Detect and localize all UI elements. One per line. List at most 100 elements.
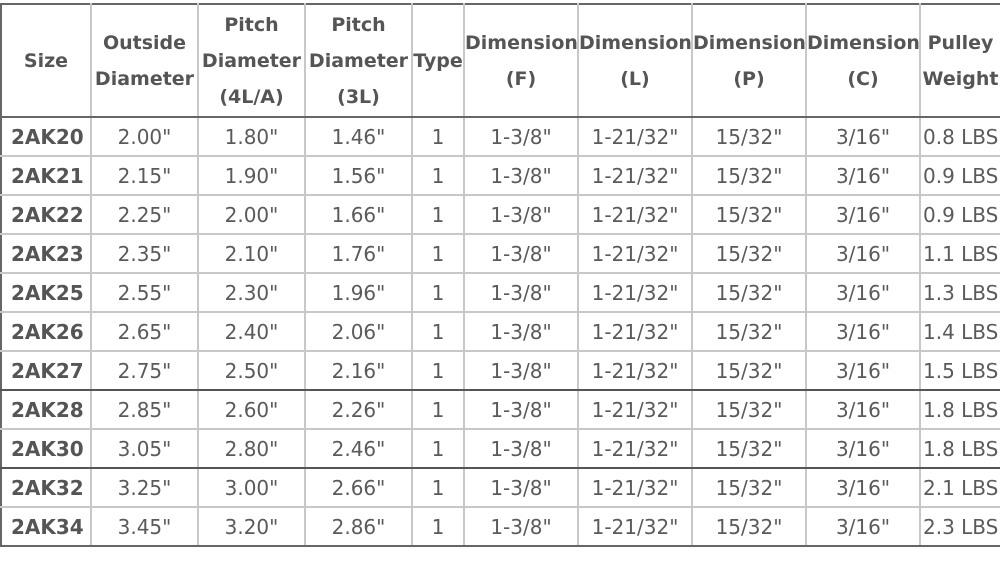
outside-diameter-cell: 2.55" [90, 272, 199, 313]
size-cell: 2AK32 [0, 467, 92, 508]
pulley-weight-cell: 2.1 LBS [919, 467, 1000, 508]
pitch-diameter-4l-a-cell: 2.30" [197, 272, 306, 313]
pitch-diameter-3l-cell: 1.46" [304, 116, 413, 157]
column-header-line: Dimension [465, 31, 578, 54]
outside-diameter-cell: 2.35" [90, 233, 199, 274]
type-cell: 1 [411, 272, 465, 313]
pitch-diameter-4l-a-cell: 3.00" [197, 467, 306, 508]
dimension-p-cell: 15/32" [691, 194, 807, 235]
dimension-f-cell: 1-3/8" [463, 428, 579, 469]
pitch-diameter-3l-cell: 2.46" [304, 428, 413, 469]
table-row: 2AK22 2.25" 2.00" 1.66" 1 1-3/8" 1-21/32" 15/32… [0, 194, 1000, 235]
table-row: 2AK21 2.15" 1.90" 1.56" 1 1-3/8" 1-21/32" 15/32… [0, 155, 1000, 196]
dimension-p-cell: 15/32" [691, 272, 807, 313]
pulley-weight-cell: 1.8 LBS [919, 428, 1000, 469]
outside-diameter-cell: 2.75" [90, 350, 199, 391]
dimension-f-cell: 1-3/8" [463, 467, 579, 508]
table-row: 2AK28 2.85" 2.60" 2.26" 1 1-3/8" 1-21/32" 15/32… [0, 389, 1000, 430]
column-header-line: Diameter [201, 49, 302, 72]
dimension-f-cell: 1-3/8" [463, 350, 579, 391]
pulley-weight-cell: 1.1 LBS [919, 233, 1000, 274]
pitch-diameter-3l-cell: 2.26" [304, 389, 413, 430]
outside-diameter-cell: 2.25" [90, 194, 199, 235]
table-row: 2AK30 3.05" 2.80" 2.46" 1 1-3/8" 1-21/32" 15/32… [0, 428, 1000, 469]
column-header-pulley-weight: Pulley Weight [919, 3, 1000, 118]
dimension-p-cell: 15/32" [691, 233, 807, 274]
dimension-l-cell: 1-21/32" [577, 116, 693, 157]
pulley-weight-cell: 1.5 LBS [919, 350, 1000, 391]
table-row: 2AK25 2.55" 2.30" 1.96" 1 1-3/8" 1-21/32" 15/32… [0, 272, 1000, 313]
size-cell: 2AK28 [0, 389, 92, 430]
column-header-line: (F) [505, 67, 537, 90]
outside-diameter-cell: 3.45" [90, 506, 199, 547]
pulley-weight-cell: 1.4 LBS [919, 311, 1000, 352]
pitch-diameter-4l-a-cell: 2.50" [197, 350, 306, 391]
dimension-f-cell: 1-3/8" [463, 233, 579, 274]
size-cell: 2AK34 [0, 506, 92, 547]
column-header-line: Dimension [693, 31, 806, 54]
column-header-dimension-p: Dimension (P) [691, 3, 807, 118]
column-header-dimension-c: Dimension (C) [805, 3, 921, 118]
pulley-spec-table-container: Size Outside Diameter Pitch Diameter (4L/A) Pi… [0, 3, 1000, 547]
column-header-outside-diameter: Outside Diameter [90, 3, 199, 118]
column-header-line: Pitch [331, 13, 386, 36]
size-cell: 2AK21 [0, 155, 92, 196]
table-row: 2AK32 3.25" 3.00" 2.66" 1 1-3/8" 1-21/32" 15/32… [0, 467, 1000, 508]
pitch-diameter-3l-cell: 2.66" [304, 467, 413, 508]
dimension-c-cell: 3/16" [805, 467, 921, 508]
pitch-diameter-4l-a-cell: 2.10" [197, 233, 306, 274]
dimension-f-cell: 1-3/8" [463, 272, 579, 313]
size-cell: 2AK26 [0, 311, 92, 352]
pitch-diameter-4l-a-cell: 3.20" [197, 506, 306, 547]
dimension-p-cell: 15/32" [691, 350, 807, 391]
size-cell: 2AK20 [0, 116, 92, 157]
pitch-diameter-4l-a-cell: 1.80" [197, 116, 306, 157]
pitch-diameter-3l-cell: 2.06" [304, 311, 413, 352]
column-header-dimension-l: Dimension (L) [577, 3, 693, 118]
type-cell: 1 [411, 233, 465, 274]
dimension-c-cell: 3/16" [805, 506, 921, 547]
type-cell: 1 [411, 389, 465, 430]
type-cell: 1 [411, 350, 465, 391]
column-header-line: (P) [733, 67, 765, 90]
dimension-l-cell: 1-21/32" [577, 350, 693, 391]
column-header-line: Weight [922, 67, 999, 90]
table-row: 2AK26 2.65" 2.40" 2.06" 1 1-3/8" 1-21/32" 15/32… [0, 311, 1000, 352]
dimension-c-cell: 3/16" [805, 389, 921, 430]
pitch-diameter-4l-a-cell: 2.00" [197, 194, 306, 235]
header-row: Size Outside Diameter Pitch Diameter (4L/A) Pi… [0, 3, 1000, 118]
dimension-p-cell: 15/32" [691, 467, 807, 508]
dimension-p-cell: 15/32" [691, 155, 807, 196]
dimension-c-cell: 3/16" [805, 272, 921, 313]
dimension-c-cell: 3/16" [805, 155, 921, 196]
type-cell: 1 [411, 467, 465, 508]
dimension-l-cell: 1-21/32" [577, 311, 693, 352]
column-header-line: Dimension [579, 31, 692, 54]
column-header-dimension-f: Dimension (F) [463, 3, 579, 118]
column-header-line: (3L) [337, 85, 380, 108]
column-header-type: Type [411, 3, 465, 118]
pitch-diameter-4l-a-cell: 2.40" [197, 311, 306, 352]
column-header-line: Dimension [807, 31, 920, 54]
dimension-l-cell: 1-21/32" [577, 233, 693, 274]
dimension-l-cell: 1-21/32" [577, 428, 693, 469]
table-row: 2AK34 3.45" 3.20" 2.86" 1 1-3/8" 1-21/32" 15/32… [0, 506, 1000, 547]
dimension-p-cell: 15/32" [691, 389, 807, 430]
dimension-c-cell: 3/16" [805, 428, 921, 469]
table-body: 2AK20 2.00" 1.80" 1.46" 1 1-3/8" 1-21/32" 15/32… [0, 116, 1000, 547]
size-cell: 2AK25 [0, 272, 92, 313]
column-header-line: (L) [620, 67, 650, 90]
pulley-weight-cell: 0.8 LBS [919, 116, 1000, 157]
dimension-c-cell: 3/16" [805, 350, 921, 391]
table-row: 2AK27 2.75" 2.50" 2.16" 1 1-3/8" 1-21/32" 15/32… [0, 350, 1000, 391]
size-cell: 2AK23 [0, 233, 92, 274]
size-cell: 2AK30 [0, 428, 92, 469]
outside-diameter-cell: 2.00" [90, 116, 199, 157]
column-header-size: Size [0, 3, 92, 118]
pitch-diameter-3l-cell: 2.86" [304, 506, 413, 547]
column-header-line: Type [413, 49, 463, 72]
dimension-f-cell: 1-3/8" [463, 194, 579, 235]
pitch-diameter-3l-cell: 1.56" [304, 155, 413, 196]
column-header-line: Diameter [308, 49, 409, 72]
pitch-diameter-3l-cell: 1.66" [304, 194, 413, 235]
